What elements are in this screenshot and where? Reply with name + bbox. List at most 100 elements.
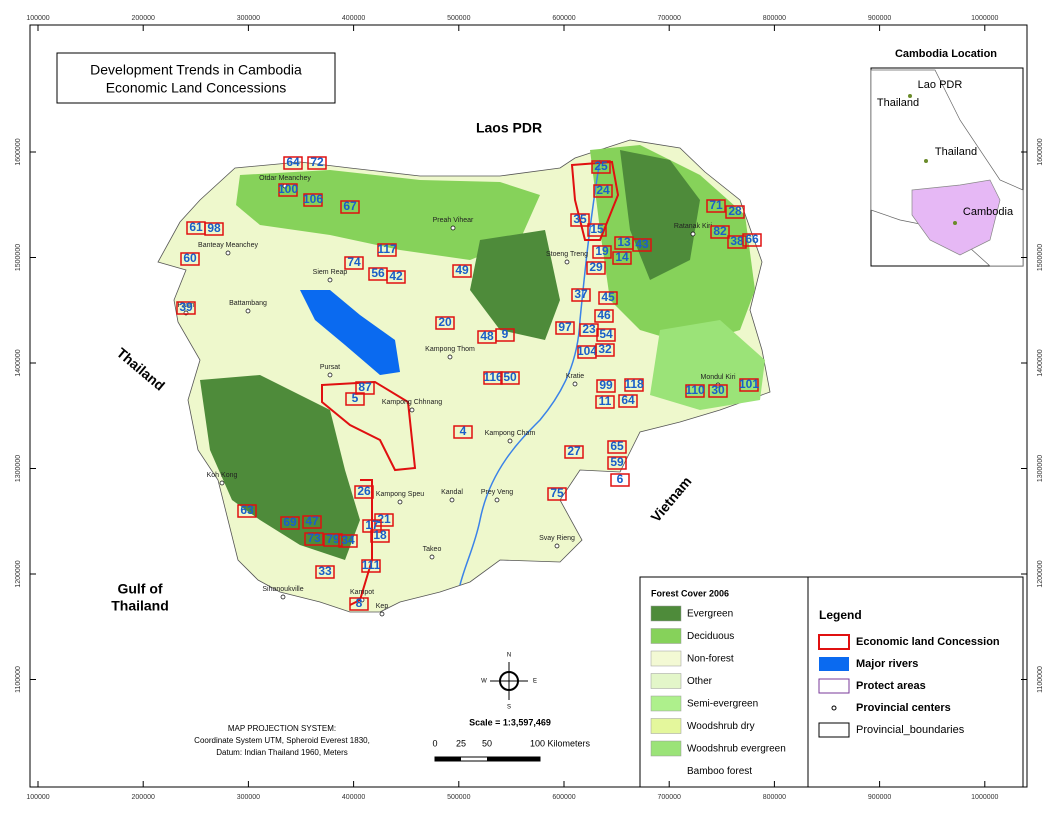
concession-area bbox=[307, 156, 327, 170]
concession-label: 59 bbox=[610, 455, 624, 469]
concession-area bbox=[571, 288, 591, 302]
concession-area bbox=[354, 485, 374, 499]
provincial-center bbox=[219, 480, 225, 486]
concession-area bbox=[370, 529, 390, 543]
x-tick-label: 900000 bbox=[868, 15, 891, 22]
x-tick-label: 700000 bbox=[658, 794, 681, 801]
concession-area bbox=[607, 440, 627, 454]
concession-label: 11 bbox=[599, 394, 612, 408]
concession-area bbox=[739, 378, 759, 392]
legend-swatch bbox=[818, 634, 850, 650]
legend-label: Semi-evergreen bbox=[687, 699, 758, 710]
y-tick-label: 1100000 bbox=[1037, 666, 1044, 693]
concession-area bbox=[685, 384, 705, 398]
y-tick-label: 1500000 bbox=[15, 244, 22, 271]
concession-label: 25 bbox=[594, 159, 608, 173]
concession-area bbox=[483, 371, 503, 385]
legend-title: Forest Cover 2006 bbox=[651, 588, 729, 598]
concession-label: 110 bbox=[685, 383, 705, 397]
legend-swatch bbox=[819, 657, 849, 671]
concession-label: 79 bbox=[326, 532, 340, 546]
legend-swatch bbox=[818, 722, 850, 738]
concession-area bbox=[607, 456, 627, 470]
concession-label: 106 bbox=[303, 192, 323, 206]
concession-area bbox=[592, 245, 612, 259]
province-label: Stoeng Treng bbox=[546, 251, 588, 258]
provincial-center bbox=[572, 381, 578, 387]
y-tick-label: 1300000 bbox=[15, 455, 22, 482]
concession-area bbox=[624, 378, 644, 392]
concession-label: 38 bbox=[730, 234, 744, 248]
concession-area bbox=[595, 395, 615, 409]
concession-label: 100 bbox=[278, 182, 298, 196]
x-tick-label: 600000 bbox=[552, 15, 575, 22]
inset-title: Cambodia Location bbox=[895, 48, 997, 60]
concession-label: 65 bbox=[610, 439, 624, 453]
concession-area bbox=[593, 184, 613, 198]
y-tick-label: 1400000 bbox=[15, 349, 22, 376]
concession-label: 20 bbox=[438, 315, 452, 329]
province-label: Pursat bbox=[320, 364, 340, 371]
concession-area bbox=[742, 233, 762, 247]
concession-label: 98 bbox=[207, 221, 221, 235]
concession-label: 28 bbox=[728, 204, 742, 218]
legend-label: Protect areas bbox=[856, 680, 926, 692]
province-label: Battambang bbox=[229, 300, 267, 307]
concession-label: 99 bbox=[599, 378, 613, 392]
legend-label: Non-forest bbox=[687, 654, 734, 665]
concession-area bbox=[362, 519, 382, 533]
concession-label: 23 bbox=[582, 322, 596, 336]
legend-label: Woodshrub evergreen bbox=[687, 744, 786, 755]
legend-label: Deciduous bbox=[687, 631, 734, 642]
concession-area bbox=[204, 222, 224, 236]
concession-area bbox=[386, 270, 406, 284]
province-label: Svay Rieng bbox=[539, 535, 575, 542]
concession-label: 87 bbox=[358, 380, 372, 394]
title: Development Trends in Cambodia bbox=[90, 62, 302, 78]
provincial-center bbox=[225, 250, 231, 256]
provincial-center bbox=[327, 277, 333, 283]
concession-area bbox=[595, 343, 615, 357]
concession-area bbox=[453, 425, 473, 439]
concession-area bbox=[180, 252, 200, 266]
y-tick-label: 1600000 bbox=[1037, 138, 1044, 165]
concession-label: 4 bbox=[460, 424, 467, 438]
concession-area bbox=[586, 261, 606, 275]
compass-label: W bbox=[481, 679, 487, 685]
concession-area bbox=[587, 223, 607, 237]
concession-label: 118 bbox=[624, 377, 644, 391]
concession-area bbox=[304, 532, 324, 546]
province-label: Siem Reap bbox=[313, 269, 348, 276]
provincial-center bbox=[564, 259, 570, 265]
province-label: Kep bbox=[376, 603, 389, 610]
concession-label: 33 bbox=[318, 564, 332, 578]
compass-label: E bbox=[533, 679, 537, 685]
province-label: Pailin bbox=[177, 302, 194, 309]
provincial-center bbox=[690, 231, 696, 237]
concession-label: 26 bbox=[357, 484, 371, 498]
provincial-center bbox=[447, 354, 453, 360]
concession-label: 13 bbox=[617, 235, 631, 249]
concession-label: 18 bbox=[373, 528, 387, 542]
province-label: Sihanoukville bbox=[262, 586, 303, 593]
y-tick-label: 1100000 bbox=[15, 666, 22, 693]
projection-text: MAP PROJECTION SYSTEM: bbox=[228, 724, 336, 733]
legend-swatch bbox=[831, 705, 837, 711]
concession-label: 48 bbox=[480, 329, 494, 343]
scale-ratio: Scale = 1:3,597,469 bbox=[469, 717, 551, 727]
province-label: Kampong Cham bbox=[485, 430, 536, 437]
concession-label: 101 bbox=[739, 377, 759, 391]
legend-swatch bbox=[651, 763, 681, 779]
concession-label: 17 bbox=[365, 518, 379, 532]
inset-label: Thailand bbox=[877, 97, 919, 109]
concession-label: 14 bbox=[615, 250, 629, 264]
concession-area bbox=[377, 243, 397, 257]
legend: Evergreen Deciduous Non-forest Other Semi-ev… bbox=[650, 605, 1000, 779]
province-label: Prey Veng bbox=[481, 489, 513, 496]
concession-area bbox=[564, 445, 584, 459]
concession-area bbox=[706, 199, 726, 213]
legend-label: Major rivers bbox=[856, 658, 918, 670]
scale-label: 100 Kilometers bbox=[530, 738, 591, 748]
concession-area bbox=[596, 379, 616, 393]
